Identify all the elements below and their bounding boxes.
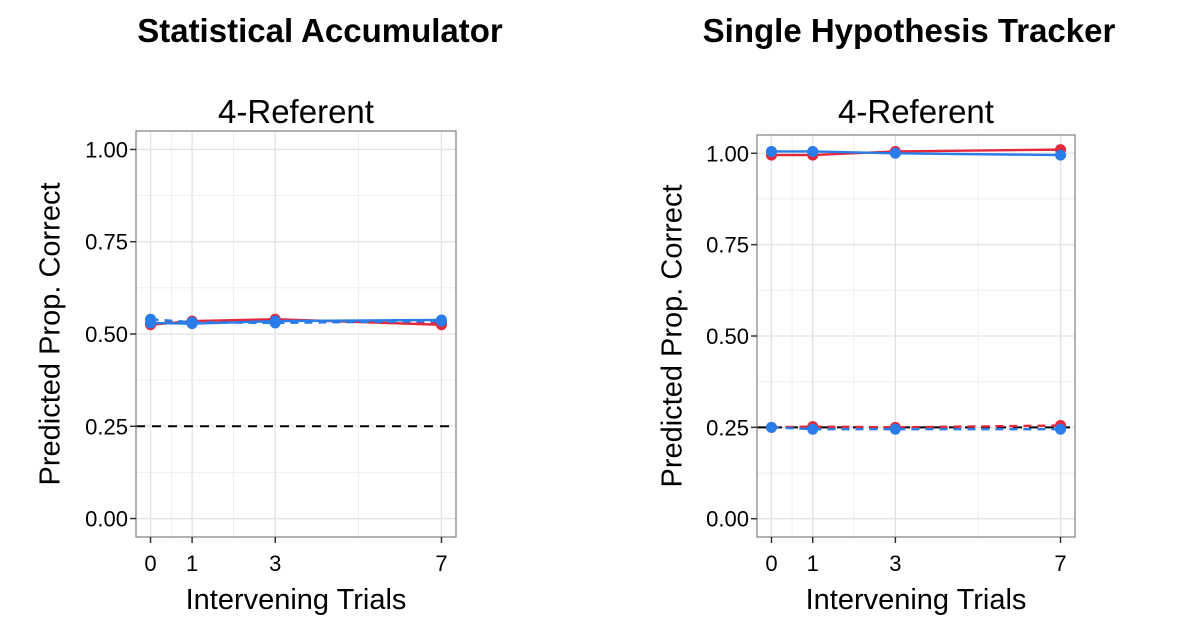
data-point-blue (765, 421, 777, 433)
x-axis-label: Intervening Trials (186, 584, 407, 616)
panel-title: 4-Referent (218, 93, 374, 130)
x-tick-label: 0 (144, 551, 156, 576)
data-point-blue (807, 423, 819, 435)
data-point-blue (435, 315, 447, 327)
x-axis-label: Intervening Trials (806, 584, 1027, 616)
chart-panel-statistical-accumulator: 0.00 0.25 0.50 0.75 1.00 0 1 3 7 4-Referent Interv… (35, 93, 457, 616)
chart-panel-single-hypothesis-tracker: 0.00 0.25 0.50 0.75 1.00 0 1 3 7 4-Referent Interv… (657, 93, 1076, 616)
data-point-blue (269, 317, 281, 329)
data-point-blue (1055, 423, 1067, 435)
data-point-blue (145, 313, 157, 325)
data-point-blue (889, 147, 901, 159)
series-line-blue-solid (771, 150, 1061, 157)
x-tick-label: 7 (435, 551, 447, 576)
data-point-blue (186, 316, 198, 328)
x-tick-label: 1 (186, 551, 198, 576)
series-line-blue-dashed (771, 426, 1061, 431)
y-tick-label: 0.75 (85, 230, 128, 255)
y-tick-label: 0.25 (706, 415, 749, 440)
y-tick-label: 0.50 (706, 324, 749, 349)
column-title-statistical-accumulator: Statistical Accumulator (137, 12, 503, 49)
x-tick-label: 1 (807, 551, 819, 576)
series-line-red-dashed (771, 424, 1061, 429)
panel-title: 4-Referent (838, 93, 994, 130)
y-tick-label: 0.25 (85, 414, 128, 439)
x-tick-label: 3 (269, 551, 281, 576)
y-tick-label: 1.00 (706, 141, 749, 166)
y-tick-label: 0.00 (706, 507, 749, 532)
data-point-blue (765, 145, 777, 157)
series-line-blue-solid (150, 318, 442, 325)
y-axis-label: Predicted Prop. Correct (35, 182, 67, 485)
y-tick-label: 1.00 (85, 137, 128, 162)
y-tick-label: 0.00 (85, 507, 128, 532)
x-tick-label: 7 (1054, 551, 1066, 576)
data-point-blue (889, 423, 901, 435)
column-title-single-hypothesis-tracker: Single Hypothesis Tracker (702, 12, 1116, 49)
y-tick-label: 0.75 (706, 233, 749, 258)
y-axis-label: Predicted Prop. Correct (657, 184, 689, 487)
data-point-blue (807, 145, 819, 157)
series-line-blue-dashed (150, 318, 442, 325)
x-tick-label: 3 (889, 551, 901, 576)
data-point-blue (1055, 149, 1067, 161)
x-tick-label: 0 (765, 551, 777, 576)
y-tick-label: 0.50 (85, 322, 128, 347)
